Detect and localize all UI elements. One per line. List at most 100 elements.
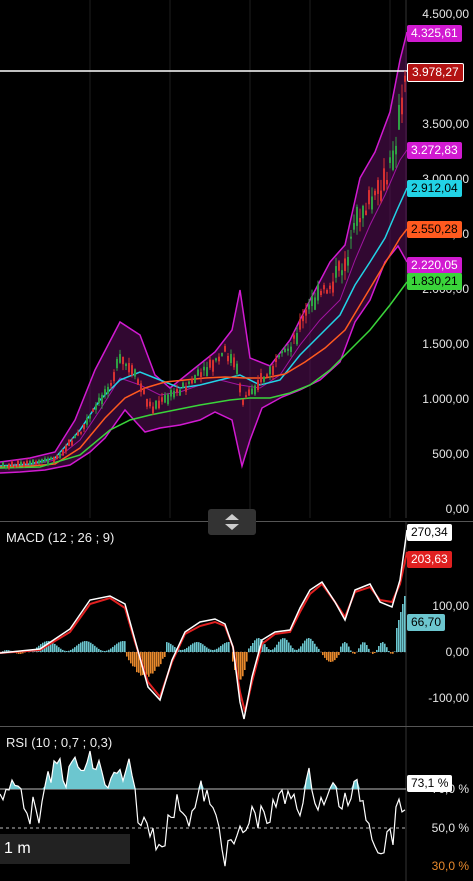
macd-histogram-bar: [392, 652, 394, 654]
macd-histogram-bar: [164, 652, 166, 657]
candle-body: [47, 458, 49, 464]
candle-body: [245, 395, 247, 397]
macd-histogram-bar: [346, 643, 348, 652]
macd-histogram-bar: [404, 596, 406, 652]
candle-body: [26, 461, 28, 464]
macd-histogram-bar: [132, 652, 134, 666]
candle-body: [53, 457, 55, 462]
candle-body: [128, 363, 130, 372]
candle-body: [221, 353, 223, 356]
macd-histogram-bar: [312, 641, 314, 652]
macd-histogram-bar: [358, 648, 360, 652]
candle-body: [59, 454, 61, 458]
macd-histogram-bar: [366, 645, 368, 652]
macd-title: MACD (12 ; 26 ; 9): [6, 530, 114, 545]
candle-body: [158, 401, 160, 409]
candle-body: [56, 456, 58, 460]
macd-histogram-bar: [220, 646, 222, 652]
candle-body: [107, 387, 109, 394]
candle-body: [32, 460, 34, 465]
macd-histogram-bar: [302, 643, 304, 652]
candle-body: [95, 404, 97, 409]
macd-histogram-bar: [148, 652, 150, 677]
macd-histogram-bar: [330, 652, 332, 662]
price-chart-panel[interactable]: 4.500,00 3.500,00 3.000,00 2.500,00 2.00…: [0, 0, 473, 518]
candle-body: [263, 377, 265, 382]
macd-panel[interactable]: MACD (12 ; 26 ; 9) 100,00 0,00 -100,00 2…: [0, 521, 473, 727]
candle-body: [224, 346, 226, 352]
candle-body: [122, 357, 124, 364]
macd-histogram-bar: [66, 651, 68, 652]
macd-histogram-bar: [384, 644, 386, 652]
candle-body: [389, 157, 391, 163]
candle-body: [23, 462, 25, 466]
macd-histogram-bar: [272, 649, 274, 652]
candle-body: [116, 359, 118, 368]
macd-histogram-bar: [160, 652, 162, 664]
macd-histogram-bar: [250, 646, 252, 652]
candle-body: [140, 383, 142, 391]
candle-body: [77, 432, 79, 435]
macd-histogram-bar: [84, 641, 86, 652]
candle-body: [218, 357, 220, 362]
macd-histogram-bar: [398, 620, 400, 652]
candle-body: [200, 372, 202, 377]
macd-histogram-bar: [354, 652, 356, 654]
macd-histogram-bar: [240, 652, 242, 680]
candle-body: [101, 395, 103, 404]
candle-body: [329, 286, 331, 289]
candle-body: [203, 367, 205, 371]
macd-histogram-bar: [340, 647, 342, 652]
candle-body: [332, 282, 334, 293]
macd-histogram-bar: [118, 642, 120, 652]
candle-body: [293, 335, 295, 339]
candle-body: [338, 261, 340, 271]
candle-body: [317, 285, 319, 301]
candle-body: [299, 319, 301, 329]
candle-body: [323, 285, 325, 289]
candle-body: [113, 372, 115, 381]
candle-body: [395, 146, 397, 154]
candle-body: [110, 383, 112, 386]
candle-body: [86, 418, 88, 425]
macd-chart[interactable]: [0, 522, 473, 727]
candle-body: [311, 296, 313, 306]
macd-histogram: [2, 596, 406, 680]
panel-resize-handle[interactable]: [208, 509, 256, 535]
macd-histogram-bar: [334, 652, 336, 660]
macd-histogram-bar: [186, 648, 188, 652]
candle-body: [242, 399, 244, 405]
macd-histogram-bar: [382, 642, 384, 652]
macd-histogram-bar: [116, 644, 118, 652]
macd-histogram-bar: [108, 650, 110, 652]
candle-body: [257, 380, 259, 390]
macd-histogram-bar: [282, 638, 284, 652]
macd-histogram-bar: [156, 652, 158, 667]
macd-signal-line: [0, 552, 407, 712]
macd-histogram-bar: [168, 643, 170, 652]
macd-histogram-bar: [274, 647, 276, 652]
macd-histogram-bar: [326, 652, 328, 660]
candle-body: [392, 151, 394, 170]
macd-histogram-bar: [280, 639, 282, 652]
macd-histogram-bar: [316, 647, 318, 652]
macd-histogram-bar: [86, 641, 88, 652]
macd-histogram-bar: [322, 652, 324, 655]
candle-body: [215, 358, 217, 360]
macd-histogram-bar: [360, 645, 362, 652]
macd-histogram-bar: [80, 643, 82, 652]
candle-body: [65, 446, 67, 452]
candle-body: [374, 191, 376, 195]
macd-histogram-bar: [210, 650, 212, 652]
price-chart[interactable]: [0, 0, 473, 518]
candle-body: [137, 379, 139, 385]
candle-body: [260, 373, 262, 382]
candle-body: [212, 360, 214, 372]
candle-body: [284, 349, 286, 352]
candle-body: [305, 310, 307, 316]
macd-histogram-bar: [348, 647, 350, 652]
macd-histogram-bar: [182, 650, 184, 652]
candle-body: [206, 367, 208, 376]
upper-band-badge: 4.325,61: [407, 25, 462, 42]
timeframe-selector[interactable]: 1 m: [0, 834, 130, 864]
